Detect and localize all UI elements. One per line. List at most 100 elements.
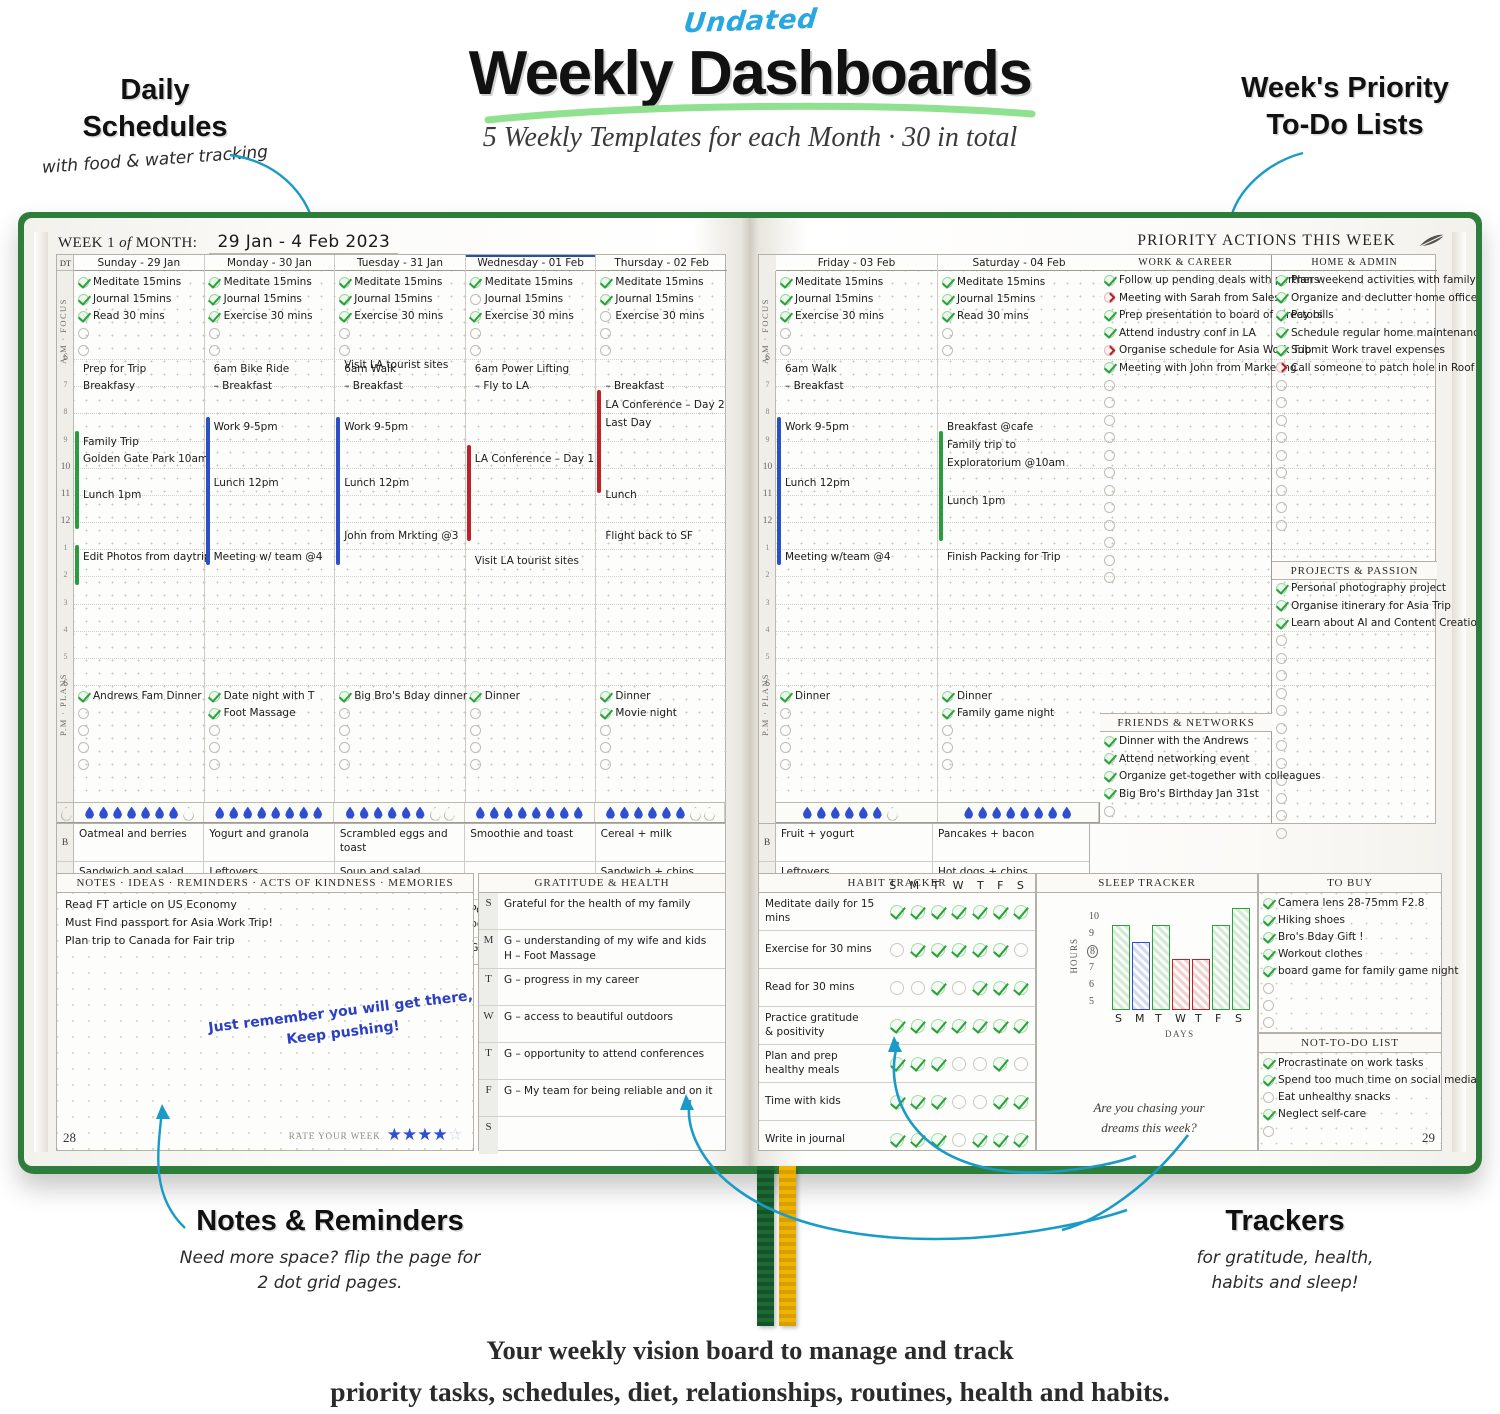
- schedule-event[interactable]: – Breakfast: [785, 380, 844, 392]
- task-row[interactable]: Submit Work travel expenses: [1276, 342, 1445, 358]
- checkbox-empty-icon[interactable]: [78, 327, 89, 339]
- checkbox-empty-icon[interactable]: [1104, 572, 1115, 583]
- habit-check-icon[interactable]: [910, 1133, 925, 1147]
- water-drop-filled-icon[interactable]: [313, 807, 322, 819]
- week-date-value[interactable]: 29 Jan - 4 Feb 2023: [209, 232, 399, 254]
- habit-check-icon[interactable]: [890, 904, 905, 919]
- task-row[interactable]: [1104, 447, 1269, 463]
- checkbox-empty-icon[interactable]: [1276, 652, 1287, 664]
- task-row[interactable]: Big Bro's Birthday Jan 31st: [1104, 786, 1270, 802]
- note-line[interactable]: Must Find passport for Asia Work Trip!: [65, 916, 273, 929]
- checkbox-empty-icon[interactable]: [1104, 554, 1115, 566]
- checkbox-empty-icon[interactable]: [339, 724, 351, 736]
- task-row[interactable]: Exercise 30 mins: [208, 308, 333, 324]
- task-row[interactable]: Meditate 15mins: [469, 274, 594, 290]
- habit-empty-icon[interactable]: [1013, 942, 1028, 957]
- star-icon[interactable]: ★: [386, 1125, 402, 1144]
- checkbox-checked-icon[interactable]: [1276, 274, 1287, 286]
- checkbox-empty-icon[interactable]: [1104, 519, 1115, 531]
- task-row[interactable]: Read 30 mins: [942, 308, 1098, 324]
- checkbox-empty-icon[interactable]: [339, 741, 351, 753]
- task-row[interactable]: Meeting with John from Marketing: [1104, 360, 1297, 376]
- note-line[interactable]: Read FT article on US Economy: [65, 898, 237, 911]
- day-column-0[interactable]: Friday - 03 Feb Meditate 15mins Journal 15…: [776, 255, 938, 823]
- task-row[interactable]: Eat unhealthy snacks: [1263, 1089, 1439, 1105]
- checkbox-empty-icon[interactable]: [1263, 999, 1274, 1011]
- water-drop-filled-icon[interactable]: [964, 807, 973, 819]
- task-row[interactable]: [339, 739, 463, 755]
- checkbox-checked-icon[interactable]: [1104, 274, 1115, 286]
- checkbox-empty-icon[interactable]: [1276, 449, 1287, 461]
- task-row[interactable]: [1276, 650, 1435, 666]
- schedule-event[interactable]: Visit LA tourist sites: [344, 359, 449, 371]
- gratitude-row[interactable]: T G – progress in my career: [479, 969, 725, 1007]
- checkbox-checked-icon[interactable]: [208, 293, 220, 305]
- task-row[interactable]: Meditate 15mins: [208, 274, 333, 290]
- task-row[interactable]: Dinner: [780, 688, 935, 704]
- checkbox-checked-icon[interactable]: [1276, 600, 1287, 611]
- water-drop-filled-icon[interactable]: [662, 807, 671, 819]
- task-row[interactable]: [469, 325, 594, 341]
- meal-cell[interactable]: Scrambled eggs and toast: [335, 824, 466, 861]
- checkbox-checked-icon[interactable]: [1104, 753, 1115, 764]
- day-column-1[interactable]: Monday - 30 Jan Meditate 15mins Journal 15…: [204, 255, 336, 823]
- task-row[interactable]: Workout clothes: [1263, 946, 1439, 962]
- schedule-event[interactable]: Lunch 1pm: [947, 495, 1006, 507]
- task-row[interactable]: [1276, 808, 1435, 824]
- checkbox-empty-icon[interactable]: [942, 327, 953, 339]
- task-row[interactable]: [600, 325, 725, 341]
- checkbox-checked-icon[interactable]: [1263, 1074, 1274, 1086]
- checkbox-empty-icon[interactable]: [942, 724, 953, 736]
- schedule-event[interactable]: Family Trip: [83, 436, 139, 448]
- checkbox-empty-icon[interactable]: [1276, 379, 1287, 391]
- schedule-event[interactable]: 6am Walk: [785, 363, 837, 375]
- task-row[interactable]: [1104, 465, 1269, 481]
- water-drop-filled-icon[interactable]: [1006, 807, 1015, 819]
- habit-check-icon[interactable]: [993, 1133, 1008, 1147]
- checkbox-empty-icon[interactable]: [469, 293, 481, 305]
- checkbox-empty-icon[interactable]: [1104, 537, 1115, 548]
- checkbox-empty-icon[interactable]: [1104, 397, 1115, 408]
- water-drop-filled-icon[interactable]: [831, 807, 840, 819]
- habit-check-icon[interactable]: [931, 980, 946, 995]
- checkbox-checked-icon[interactable]: [780, 690, 791, 702]
- checkbox-empty-icon[interactable]: [1276, 705, 1287, 716]
- water-drop-filled-icon[interactable]: [859, 807, 868, 819]
- checkbox-checked-icon[interactable]: [1104, 309, 1115, 321]
- task-row[interactable]: [780, 739, 935, 755]
- habit-empty-icon[interactable]: [910, 980, 925, 995]
- task-row[interactable]: [1276, 633, 1435, 649]
- home-admin-column[interactable]: HOME & ADMIN Plan weekend activities wit…: [1272, 255, 1476, 839]
- schedule-event[interactable]: Lunch: [605, 489, 637, 501]
- rating-stars[interactable]: ★★★★☆: [387, 1126, 463, 1145]
- task-row[interactable]: [1276, 685, 1435, 701]
- task-row[interactable]: [1276, 430, 1435, 446]
- task-row[interactable]: [1276, 790, 1435, 806]
- task-row[interactable]: Exercise 30 mins: [780, 308, 935, 324]
- gratitude-row[interactable]: F G – My team for being reliable and on i…: [479, 1080, 725, 1118]
- water-drop-filled-icon[interactable]: [490, 807, 499, 819]
- water-drop-filled-icon[interactable]: [574, 807, 583, 819]
- water-drop-filled-icon[interactable]: [360, 807, 369, 819]
- arrow-marker-icon[interactable]: [1276, 362, 1287, 373]
- schedule-event[interactable]: Lunch 12pm: [344, 477, 410, 489]
- schedule-event[interactable]: Work 9-5pm: [213, 421, 278, 433]
- task-row[interactable]: [1276, 703, 1435, 719]
- habit-check-icon[interactable]: [890, 1018, 905, 1033]
- task-row[interactable]: Dinner with the Andrews: [1104, 733, 1270, 749]
- task-row[interactable]: [780, 705, 935, 721]
- schedule-event[interactable]: LA Conference – Day 1: [474, 453, 595, 465]
- habit-check-icon[interactable]: [931, 904, 946, 919]
- task-row[interactable]: Read 30 mins: [78, 308, 202, 324]
- checkbox-checked-icon[interactable]: [78, 690, 89, 702]
- task-row[interactable]: [600, 756, 725, 772]
- gratitude-text[interactable]: G – access to beautiful outdoors: [504, 1011, 674, 1024]
- task-row[interactable]: Follow up pending deals with partners: [1104, 272, 1319, 288]
- checkbox-empty-icon[interactable]: [1276, 467, 1287, 478]
- habit-check-icon[interactable]: [910, 1056, 925, 1071]
- schedule-event[interactable]: Breakfasy: [83, 380, 136, 392]
- habit-check-icon[interactable]: [931, 1133, 946, 1147]
- checkbox-checked-icon[interactable]: [339, 310, 351, 322]
